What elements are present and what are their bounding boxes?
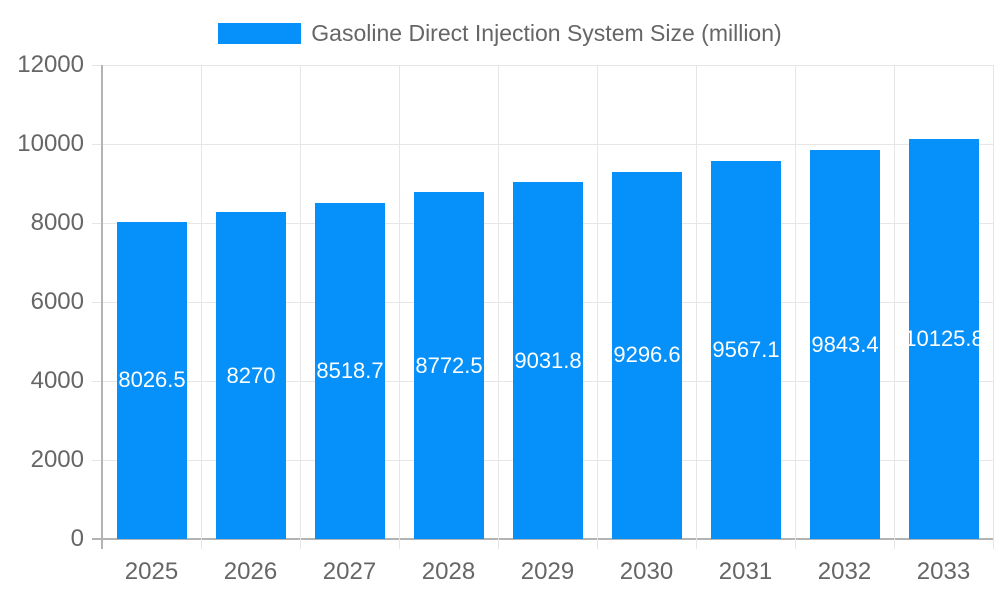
bar[interactable] bbox=[711, 161, 781, 539]
y-tick-label: 8000 bbox=[30, 209, 84, 236]
gridline-vertical bbox=[795, 65, 796, 549]
legend[interactable]: Gasoline Direct Injection System Size (m… bbox=[0, 20, 1000, 47]
x-tick-label: 2025 bbox=[124, 558, 179, 585]
bar[interactable] bbox=[513, 182, 583, 539]
bar-value-label: 8518.7 bbox=[316, 358, 384, 383]
bar[interactable] bbox=[414, 192, 484, 539]
gridline-vertical bbox=[201, 65, 202, 549]
bar-value-label: 9843.4 bbox=[811, 332, 879, 357]
x-tick-label: 2031 bbox=[718, 558, 773, 585]
y-axis-line bbox=[101, 65, 103, 549]
gridline-vertical bbox=[300, 65, 301, 549]
gridline-horizontal bbox=[92, 65, 993, 66]
gridline-vertical bbox=[498, 65, 499, 549]
y-tick-label: 2000 bbox=[30, 446, 84, 473]
gridline-vertical bbox=[399, 65, 400, 549]
y-tick-label: 10000 bbox=[17, 130, 84, 157]
gridline-vertical bbox=[894, 65, 895, 549]
x-tick-label: 2032 bbox=[817, 558, 872, 585]
bar[interactable] bbox=[810, 150, 880, 539]
x-tick-label: 2027 bbox=[322, 558, 377, 585]
bar-value-label: 8772.5 bbox=[415, 353, 483, 378]
gridline-horizontal bbox=[92, 144, 993, 145]
x-tick-label: 2026 bbox=[223, 558, 278, 585]
legend-label: Gasoline Direct Injection System Size (m… bbox=[311, 20, 782, 46]
gridline-vertical bbox=[993, 65, 994, 549]
x-tick-label: 2028 bbox=[421, 558, 476, 585]
x-tick-label: 2033 bbox=[916, 558, 971, 585]
bar-value-label: 8026.5 bbox=[118, 367, 186, 392]
bar-value-label: 10125.8 bbox=[904, 326, 984, 351]
y-tick-label: 12000 bbox=[17, 51, 84, 78]
bar-value-label: 9296.6 bbox=[613, 342, 681, 367]
y-tick-label: 4000 bbox=[30, 367, 84, 394]
x-tick-label: 2029 bbox=[520, 558, 575, 585]
y-tick-label: 0 bbox=[70, 525, 84, 552]
bar-value-label: 9031.8 bbox=[514, 348, 582, 373]
bar[interactable] bbox=[216, 212, 286, 539]
bar-value-label: 9567.1 bbox=[712, 337, 780, 362]
bar[interactable] bbox=[315, 203, 385, 539]
legend-swatch-icon bbox=[218, 23, 302, 44]
bar[interactable] bbox=[909, 139, 979, 539]
bar[interactable] bbox=[612, 172, 682, 539]
x-tick-label: 2030 bbox=[619, 558, 674, 585]
bar[interactable] bbox=[117, 222, 187, 539]
bar-value-label: 8270 bbox=[226, 363, 276, 388]
x-axis-line bbox=[92, 538, 993, 540]
y-tick-label: 6000 bbox=[30, 288, 84, 315]
gridline-vertical bbox=[597, 65, 598, 549]
gridline-vertical bbox=[696, 65, 697, 549]
